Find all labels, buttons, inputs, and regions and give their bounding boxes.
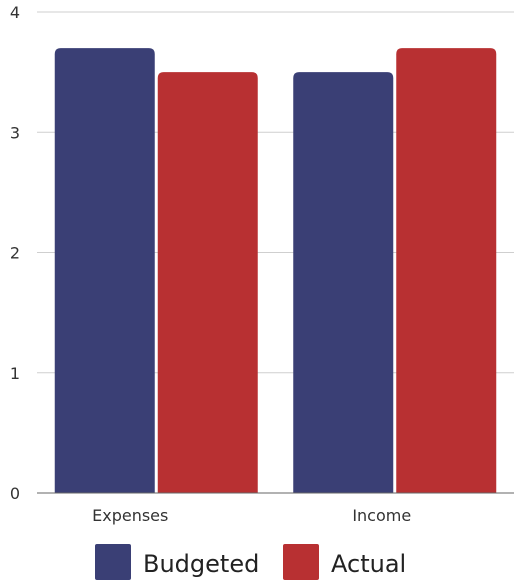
legend-item-actual: Actual xyxy=(283,544,406,580)
y-tick-label: 4 xyxy=(10,3,20,22)
bar-budgeted-expenses xyxy=(54,48,155,493)
legend-swatch xyxy=(283,544,319,580)
x-tick-label: Expenses xyxy=(92,506,168,525)
legend-label: Budgeted xyxy=(143,550,259,578)
y-tick-label: 0 xyxy=(10,484,20,503)
legend-label: Actual xyxy=(331,550,406,578)
x-tick-label: Income xyxy=(352,506,411,525)
legend-swatch xyxy=(95,544,131,580)
y-tick-label: 2 xyxy=(10,244,20,263)
bar-budgeted-income xyxy=(293,72,394,493)
y-tick-label: 3 xyxy=(10,123,20,142)
legend-item-budgeted: Budgeted xyxy=(95,544,259,580)
y-tick-label: 1 xyxy=(10,364,20,383)
bar-actual-expenses xyxy=(157,72,258,493)
bar-actual-income xyxy=(396,48,497,493)
